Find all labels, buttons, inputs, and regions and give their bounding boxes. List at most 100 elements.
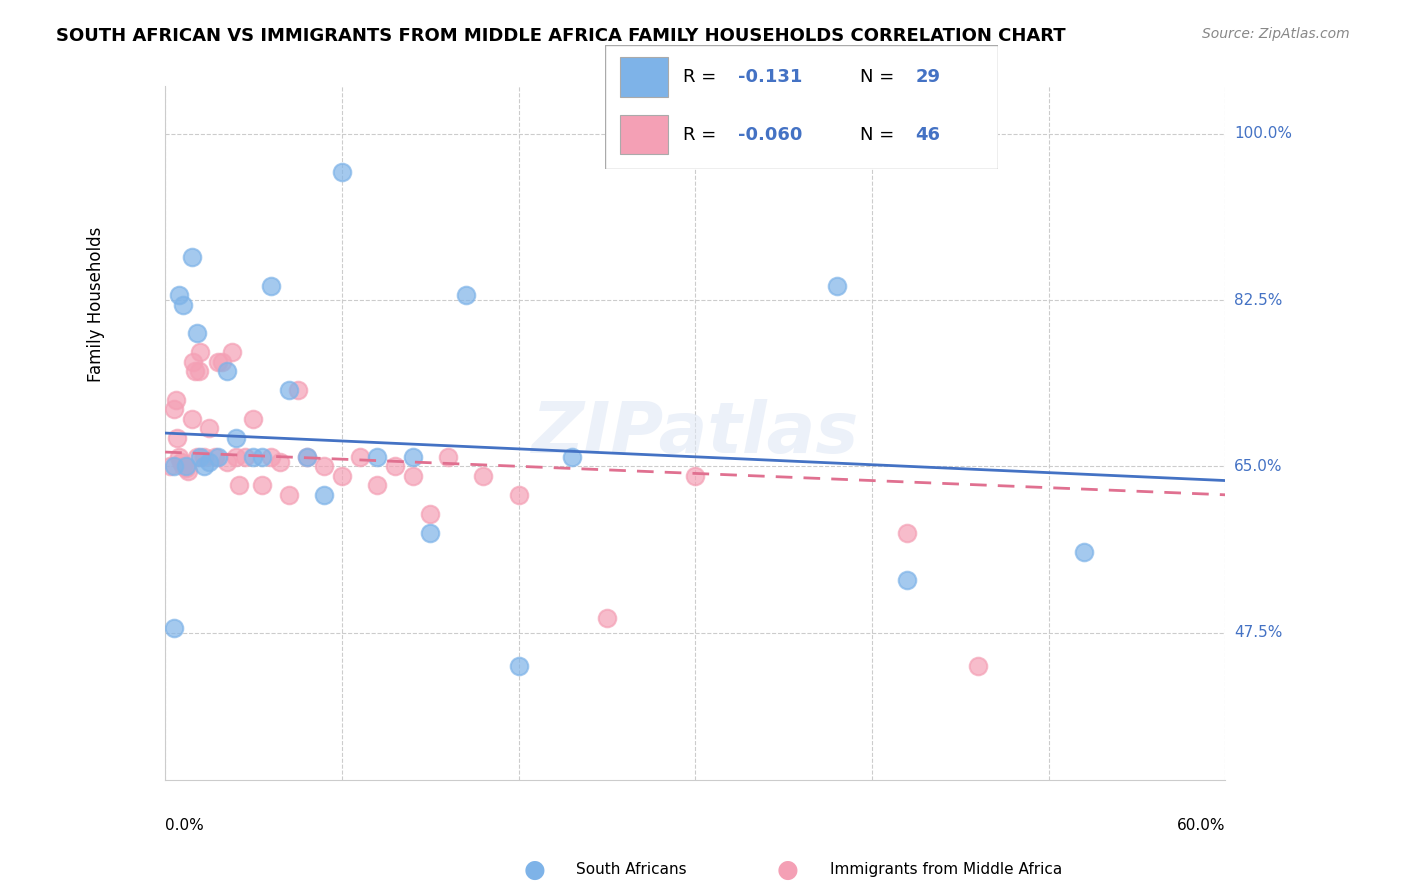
Point [252, 478, 274, 492]
Text: SOUTH AFRICAN VS IMMIGRANTS FROM MIDDLE AFRICA FAMILY HOUSEHOLDS CORRELATION CHA: SOUTH AFRICAN VS IMMIGRANTS FROM MIDDLE … [56, 27, 1066, 45]
Point [180, 412, 202, 426]
Point [169, 450, 191, 464]
Point [314, 488, 336, 502]
Text: -0.060: -0.060 [738, 126, 803, 144]
Point [295, 450, 318, 464]
Point [366, 478, 388, 492]
Point [193, 450, 215, 464]
Point [454, 288, 477, 302]
Point [204, 450, 226, 464]
Point [193, 459, 215, 474]
Point [163, 459, 186, 474]
Point [260, 278, 283, 293]
Point [186, 450, 208, 464]
Point [330, 165, 353, 179]
Point [172, 459, 194, 474]
Point [184, 364, 207, 378]
Point [896, 574, 918, 588]
Point [177, 464, 200, 478]
Point [198, 454, 221, 468]
Point [472, 468, 495, 483]
Text: 82.5%: 82.5% [1234, 293, 1282, 308]
Point [401, 450, 423, 464]
Text: ●: ● [523, 858, 546, 881]
Point [180, 250, 202, 264]
Point [596, 611, 619, 625]
Point [211, 355, 233, 369]
Text: ZIPatlas: ZIPatlas [531, 399, 859, 467]
Point [242, 450, 264, 464]
Text: N =: N = [860, 68, 900, 86]
Text: 65.0%: 65.0% [1234, 458, 1282, 474]
Point [176, 461, 198, 475]
Point [186, 326, 208, 341]
Point [252, 450, 274, 464]
Text: South Africans: South Africans [576, 863, 688, 877]
Point [187, 364, 209, 378]
Text: Immigrants from Middle Africa: Immigrants from Middle Africa [830, 863, 1062, 877]
Point [825, 278, 848, 293]
Point [169, 288, 191, 302]
Text: ●: ● [776, 858, 799, 881]
Text: 0.0%: 0.0% [165, 818, 204, 833]
Point [207, 450, 229, 464]
Point [277, 384, 299, 398]
Point [159, 459, 181, 474]
Point [215, 364, 238, 378]
Point [349, 450, 371, 464]
Point [190, 345, 212, 359]
Point [401, 468, 423, 483]
Point [172, 298, 194, 312]
Point [190, 450, 212, 464]
Point [163, 621, 186, 635]
Point [221, 345, 243, 359]
Text: N =: N = [860, 126, 900, 144]
Point [166, 431, 188, 445]
FancyBboxPatch shape [620, 57, 668, 97]
Point [508, 658, 530, 673]
Text: 46: 46 [915, 126, 941, 144]
Point [314, 459, 336, 474]
Point [419, 525, 441, 540]
Point [225, 431, 247, 445]
Point [183, 355, 205, 369]
Point [896, 525, 918, 540]
Point [233, 450, 256, 464]
Point [967, 658, 990, 673]
Point [269, 454, 291, 468]
Point [277, 488, 299, 502]
Point [165, 392, 187, 407]
Text: R =: R = [683, 68, 723, 86]
Point [260, 450, 283, 464]
Point [330, 468, 353, 483]
Text: 47.5%: 47.5% [1234, 625, 1282, 640]
Text: 29: 29 [915, 68, 941, 86]
Point [228, 478, 250, 492]
Point [685, 468, 707, 483]
Point [508, 488, 530, 502]
Point [295, 450, 318, 464]
Text: Source: ZipAtlas.com: Source: ZipAtlas.com [1202, 27, 1350, 41]
Point [419, 507, 441, 521]
Point [242, 412, 264, 426]
Point [198, 421, 221, 435]
Text: 60.0%: 60.0% [1177, 818, 1226, 833]
Point [163, 402, 186, 417]
Text: -0.131: -0.131 [738, 68, 803, 86]
Text: 100.0%: 100.0% [1234, 127, 1292, 141]
Text: Family Households: Family Households [87, 227, 105, 383]
Point [437, 450, 460, 464]
FancyBboxPatch shape [605, 45, 998, 169]
Point [215, 454, 238, 468]
Point [1073, 545, 1095, 559]
Point [225, 450, 247, 464]
Point [287, 384, 309, 398]
Point [561, 450, 583, 464]
Text: R =: R = [683, 126, 723, 144]
Point [170, 454, 193, 468]
Point [384, 459, 406, 474]
FancyBboxPatch shape [620, 114, 668, 154]
Point [366, 450, 388, 464]
Point [207, 355, 229, 369]
Point [176, 459, 198, 474]
